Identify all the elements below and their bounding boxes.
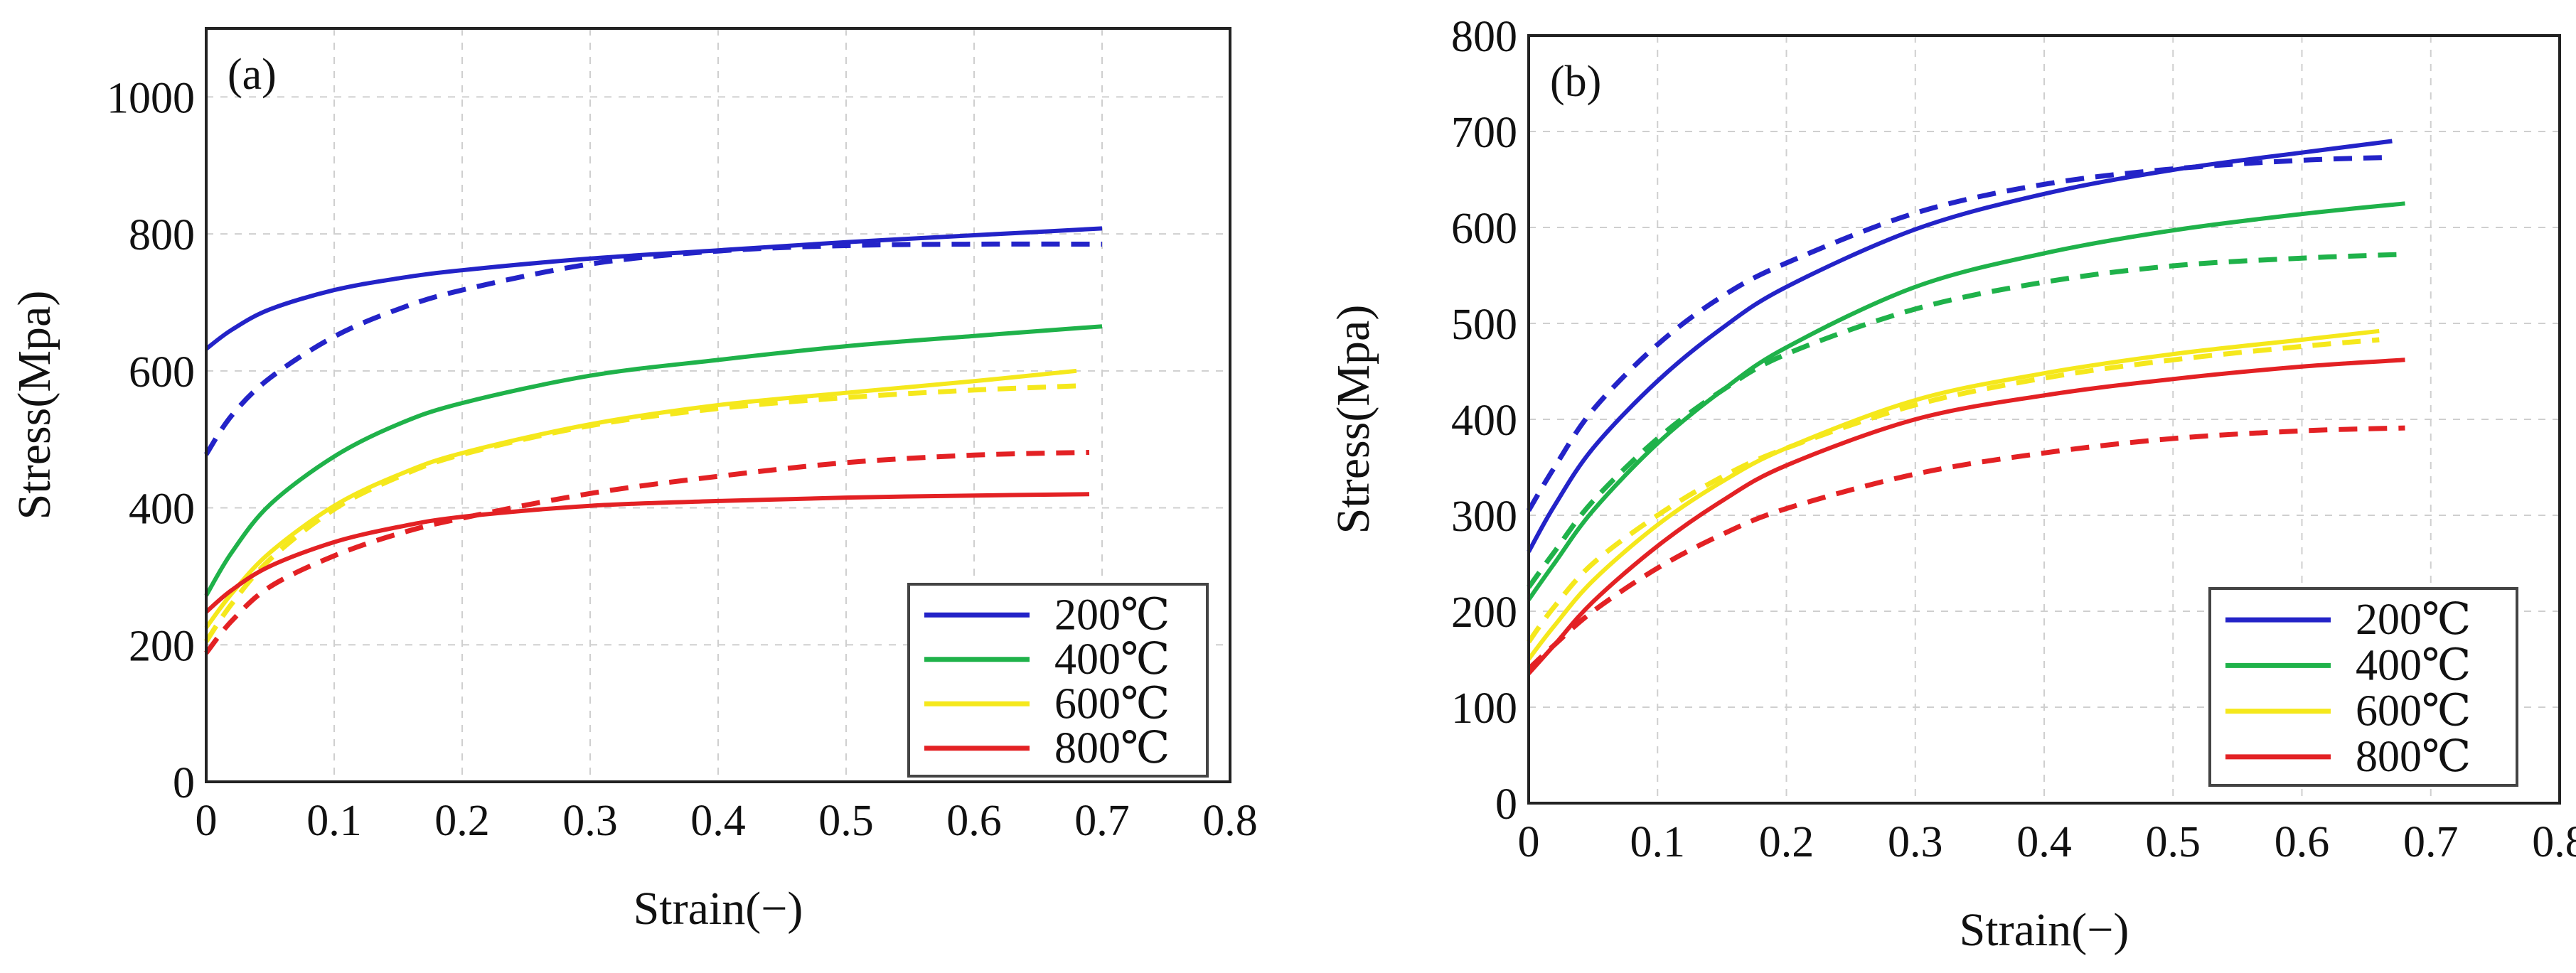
y-tick-label: 600 xyxy=(129,348,195,397)
legend-label-400-b: 400℃ xyxy=(2356,641,2471,689)
x-tick-label: 0.5 xyxy=(818,797,874,845)
x-tick-label: 0.2 xyxy=(1759,818,1815,866)
legend-label-200-b: 200℃ xyxy=(2356,596,2471,644)
x-tick-label: 0.7 xyxy=(2403,818,2459,866)
y-tick-label: 1000 xyxy=(107,74,195,122)
x-tick-label: 0.8 xyxy=(1202,797,1258,845)
legend-label-200-a: 200℃ xyxy=(1054,591,1170,639)
y-tick-labels-b: 0 100 200 300 400 500 600 700 800 xyxy=(1451,13,1517,829)
x-tick-label: 0.3 xyxy=(1888,818,1943,866)
y-tick-label: 100 xyxy=(1451,684,1517,733)
x-tick-label: 0.3 xyxy=(562,797,618,845)
y-tick-label: 400 xyxy=(1451,397,1517,445)
x-tick-label: 0.7 xyxy=(1074,797,1130,845)
x-tick-label: 0.5 xyxy=(2146,818,2201,866)
y-tick-label: 200 xyxy=(1451,588,1517,637)
x-tick-label: 0.4 xyxy=(690,797,746,845)
y-tick-label: 600 xyxy=(1451,205,1517,253)
legend-b: 200℃ 400℃ 600℃ 800℃ xyxy=(2210,588,2517,785)
x-tick-label: 0.1 xyxy=(1630,818,1686,866)
y-tick-label: 200 xyxy=(129,622,195,670)
y-tick-label: 800 xyxy=(1451,13,1517,61)
panel-label-b: (b) xyxy=(1550,58,1601,106)
legend-label-800-b: 800℃ xyxy=(2356,733,2471,781)
x-tick-label: 0 xyxy=(196,797,218,845)
x-tick-label: 0 xyxy=(1518,818,1540,866)
legend-label-600-b: 600℃ xyxy=(2356,687,2471,736)
x-tick-label: 0.6 xyxy=(946,797,1002,845)
legend-a: 200℃ 400℃ 600℃ 800℃ xyxy=(909,584,1207,776)
legend-label-600-a: 600℃ xyxy=(1054,679,1170,728)
x-axis-title-a: Strain(−) xyxy=(634,883,803,935)
y-tick-label: 400 xyxy=(129,485,195,534)
x-tick-label: 0.4 xyxy=(2016,818,2072,866)
panel-label-a: (a) xyxy=(228,50,277,99)
legend-label-400-a: 400℃ xyxy=(1054,635,1170,684)
x-tick-label: 0.6 xyxy=(2275,818,2330,866)
y-tick-label: 300 xyxy=(1451,493,1517,541)
y-tick-label: 700 xyxy=(1451,109,1517,157)
x-tick-label: 0.2 xyxy=(434,797,490,845)
y-tick-label: 500 xyxy=(1451,301,1517,349)
x-tick-labels-a: 0 0.1 0.2 0.3 0.4 0.5 0.6 0.7 0.8 xyxy=(196,797,1258,845)
y-tick-label: 0 xyxy=(173,759,195,807)
x-tick-label: 0.1 xyxy=(306,797,362,845)
y-axis-title-a: Stress(Mpa) xyxy=(9,291,60,520)
x-axis-title-b: Strain(−) xyxy=(1960,904,2129,956)
x-tick-labels-b: 0 0.1 0.2 0.3 0.4 0.5 0.6 0.7 0.8 xyxy=(1518,818,2576,866)
x-tick-label: 0.8 xyxy=(2532,818,2576,866)
legend-label-800-a: 800℃ xyxy=(1054,724,1170,773)
y-axis-title-b: Stress(Mpa) xyxy=(1327,305,1379,534)
y-tick-label: 0 xyxy=(1495,780,1517,829)
y-tick-label: 800 xyxy=(129,211,195,259)
